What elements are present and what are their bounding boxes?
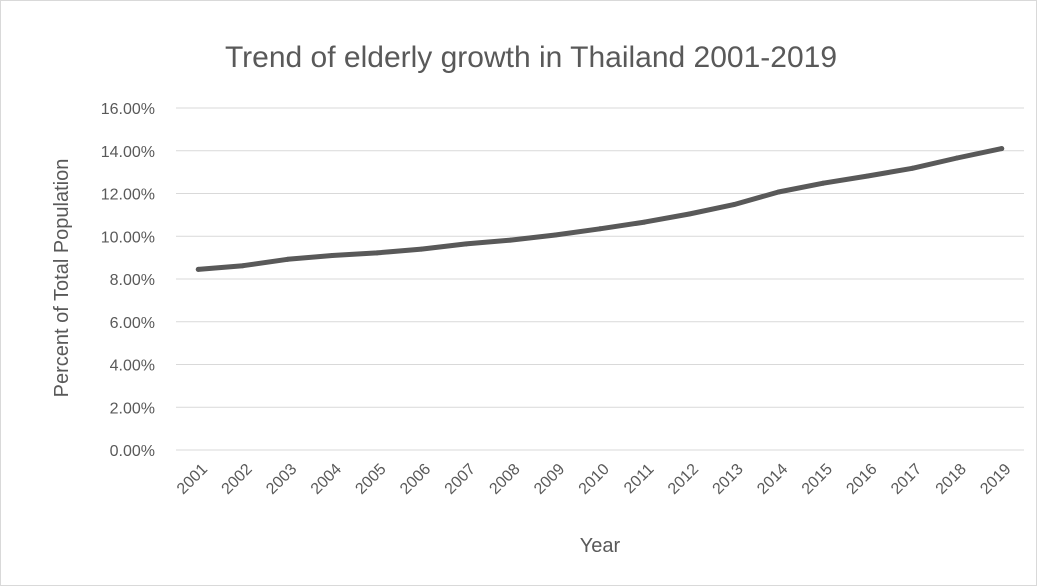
x-axis-label: Year [580, 535, 621, 557]
x-tick-label: 2016 [843, 461, 880, 498]
x-tick-label: 2007 [442, 461, 479, 498]
x-tick-label: 2013 [710, 461, 747, 498]
x-tick-label: 2002 [219, 461, 256, 498]
data-point [195, 266, 201, 272]
x-tick-label: 2011 [621, 461, 657, 497]
x-tick-label: 2014 [754, 461, 791, 498]
data-point [329, 252, 335, 258]
x-tick-label: 2009 [531, 461, 568, 498]
data-point [820, 180, 826, 186]
data-point [865, 173, 871, 179]
x-axis-ticks: 2001 2002 2003 2004 2005 2006 2007 2008 2009 2010… [174, 461, 1015, 498]
y-tick-label: 14.00% [101, 144, 155, 161]
y-tick-label: 16.00% [101, 101, 155, 118]
x-tick-label: 2008 [486, 461, 523, 498]
x-tick-label: 2004 [308, 461, 345, 498]
data-point [909, 165, 915, 171]
y-axis-label: Percent of Total Population [51, 159, 73, 398]
y-tick-label: 2.00% [110, 400, 155, 417]
series-layer [195, 146, 1005, 272]
y-tick-label: 6.00% [110, 315, 155, 332]
x-tick-label: 2006 [397, 461, 434, 498]
y-tick-label: 8.00% [110, 272, 155, 289]
x-tick-label: 2005 [352, 461, 389, 498]
x-tick-label: 2019 [977, 461, 1014, 498]
data-point [776, 189, 782, 195]
data-point [240, 263, 246, 269]
data-point [642, 219, 648, 225]
data-point [418, 246, 424, 252]
data-point [463, 241, 469, 247]
data-point [954, 155, 960, 161]
series-line [195, 146, 1005, 272]
data-point [686, 211, 692, 217]
data-point [285, 256, 291, 262]
y-tick-label: 10.00% [101, 229, 155, 246]
y-tick-label: 0.00% [110, 443, 155, 460]
y-tick-label: 4.00% [110, 358, 155, 375]
y-tick-label: 12.00% [101, 187, 155, 204]
x-tick-label: 2012 [665, 461, 702, 498]
x-tick-label: 2018 [933, 461, 970, 498]
gridlines [176, 107, 1024, 451]
x-tick-label: 2003 [263, 461, 300, 498]
data-point [731, 202, 737, 208]
x-tick-label: 2010 [576, 461, 613, 498]
chart-title: Trend of elderly growth in Thailand 2001… [225, 41, 837, 74]
y-axis-ticks: 0.00% 2.00% 4.00% 6.00% 8.00% 10.00% 12.00% 14.… [101, 101, 155, 460]
data-point [552, 232, 558, 238]
data-point [597, 226, 603, 232]
x-tick-label: 2015 [799, 461, 836, 498]
data-point [374, 250, 380, 256]
data-point [508, 237, 514, 243]
data-point [999, 146, 1005, 152]
x-tick-label: 2001 [174, 461, 211, 498]
x-tick-label: 2017 [888, 461, 925, 498]
